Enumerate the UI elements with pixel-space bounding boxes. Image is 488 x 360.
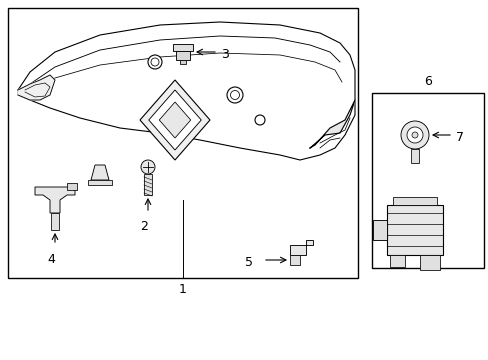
Circle shape bbox=[141, 160, 155, 174]
Polygon shape bbox=[88, 180, 112, 185]
Circle shape bbox=[230, 90, 239, 99]
Polygon shape bbox=[386, 205, 442, 255]
Polygon shape bbox=[148, 90, 201, 150]
Circle shape bbox=[148, 55, 162, 69]
Circle shape bbox=[400, 121, 428, 149]
Text: 4: 4 bbox=[47, 253, 55, 266]
Polygon shape bbox=[419, 255, 439, 270]
Circle shape bbox=[254, 115, 264, 125]
Circle shape bbox=[406, 127, 422, 143]
Polygon shape bbox=[35, 187, 75, 213]
Polygon shape bbox=[143, 174, 152, 195]
Polygon shape bbox=[18, 22, 354, 160]
Polygon shape bbox=[389, 255, 404, 267]
Text: 2: 2 bbox=[140, 220, 148, 233]
Text: 1: 1 bbox=[179, 283, 186, 296]
Polygon shape bbox=[410, 149, 418, 163]
Circle shape bbox=[411, 132, 417, 138]
Polygon shape bbox=[176, 51, 190, 60]
Text: 7: 7 bbox=[455, 131, 463, 144]
Polygon shape bbox=[159, 102, 190, 138]
Circle shape bbox=[226, 87, 243, 103]
Polygon shape bbox=[140, 80, 209, 160]
Polygon shape bbox=[289, 240, 312, 255]
Polygon shape bbox=[309, 100, 354, 148]
Polygon shape bbox=[372, 220, 386, 240]
Polygon shape bbox=[392, 197, 436, 205]
Bar bbox=[8, 8, 357, 278]
Polygon shape bbox=[18, 75, 55, 100]
Text: 3: 3 bbox=[221, 48, 228, 60]
Text: 6: 6 bbox=[423, 75, 431, 88]
Bar bbox=[371, 93, 483, 268]
Text: 5: 5 bbox=[244, 256, 252, 270]
Polygon shape bbox=[289, 255, 299, 265]
Circle shape bbox=[151, 58, 159, 66]
Polygon shape bbox=[67, 183, 77, 190]
Polygon shape bbox=[173, 44, 193, 51]
Polygon shape bbox=[51, 213, 59, 230]
Polygon shape bbox=[180, 60, 185, 64]
Polygon shape bbox=[91, 165, 109, 180]
